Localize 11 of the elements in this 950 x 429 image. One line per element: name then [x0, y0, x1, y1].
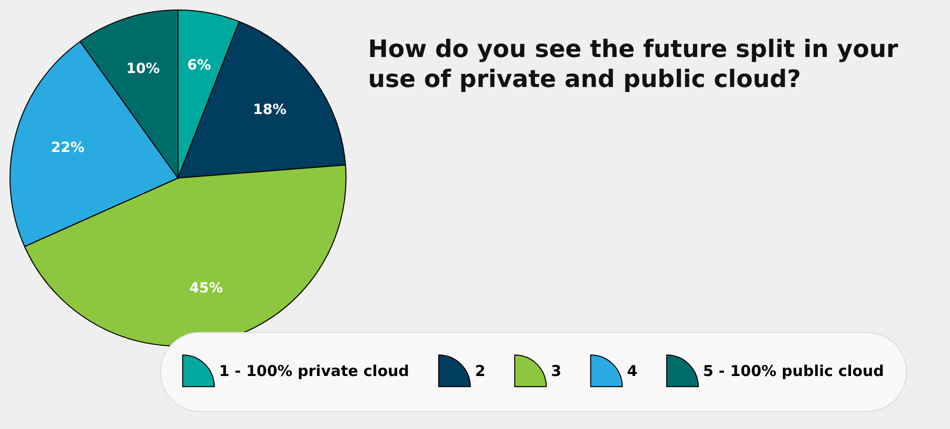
data-label: 10% — [126, 61, 160, 78]
data-label: 22% — [50, 140, 84, 156]
legend-label: 3 — [551, 362, 562, 380]
legend-label: 1 - 100% private cloud — [219, 362, 410, 380]
data-label: 18% — [253, 102, 287, 118]
legend-label: 2 — [475, 362, 486, 380]
data-label: 45% — [189, 280, 223, 297]
data-label: 6% — [187, 58, 212, 74]
legend-label: 4 — [627, 362, 638, 380]
legend-label: 5 - 100% public cloud — [703, 362, 884, 380]
text: How do you see the future split in your use of private and public cloud? — [368, 35, 898, 93]
